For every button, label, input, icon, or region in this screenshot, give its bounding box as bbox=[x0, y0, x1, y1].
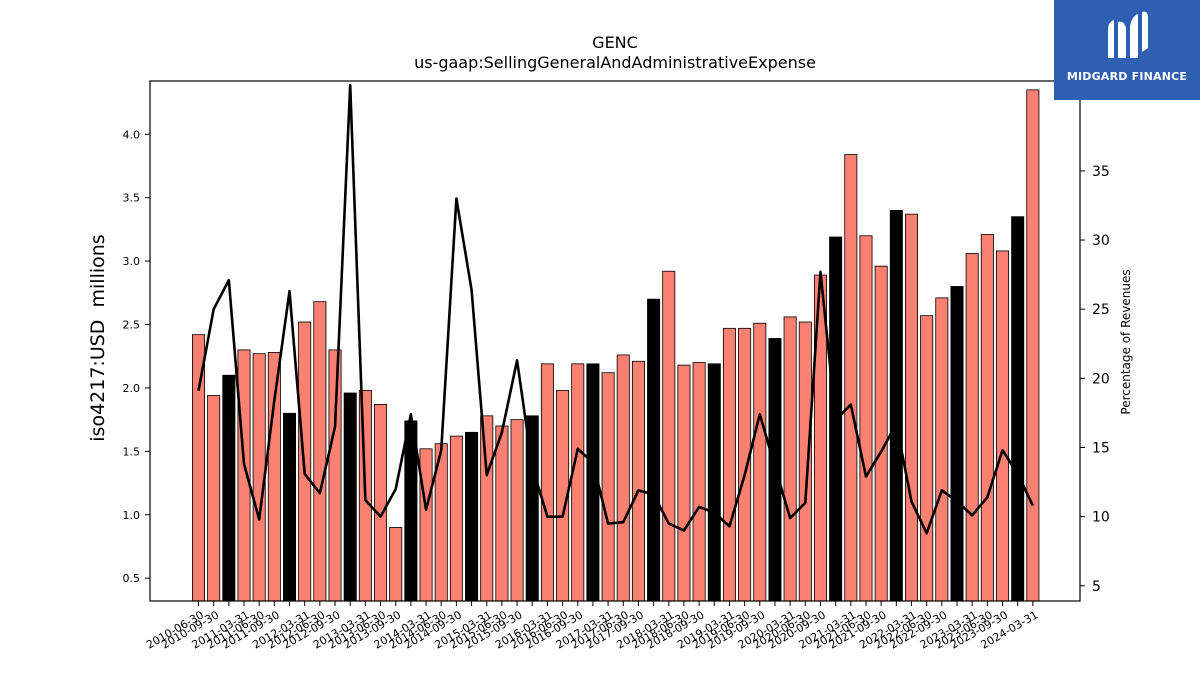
bar bbox=[222, 374, 236, 602]
bar bbox=[449, 435, 463, 602]
bar bbox=[783, 316, 797, 602]
y2-tick-label: 30 bbox=[1092, 233, 1110, 249]
y-axis-label: iso4217:USD millions bbox=[87, 234, 109, 441]
y-tick-label: 2.0 bbox=[123, 382, 141, 395]
y-tick-label: 2.5 bbox=[123, 319, 141, 332]
plot-frame bbox=[149, 80, 1081, 602]
bar bbox=[753, 322, 767, 602]
y-axis: 0.5 1.0 1.5 2.0 2.5 3.0 3.5 4.0 bbox=[123, 128, 150, 585]
brand-name: MIDGARD FINANCE bbox=[1066, 70, 1188, 83]
bar bbox=[207, 395, 221, 602]
bar bbox=[540, 363, 554, 602]
bar bbox=[374, 404, 388, 602]
bar bbox=[510, 419, 524, 602]
midgard-logo-icon bbox=[1108, 11, 1148, 59]
brand-logo: MIDGARD FINANCE bbox=[1054, 0, 1200, 100]
y-tick-label: 1.5 bbox=[123, 445, 141, 458]
bar bbox=[707, 363, 721, 602]
bar bbox=[601, 372, 615, 602]
bar bbox=[1026, 89, 1040, 602]
bar bbox=[980, 234, 994, 602]
bar bbox=[965, 253, 979, 602]
y2-axis: 5 10 15 20 25 30 35 bbox=[1080, 164, 1110, 595]
y2-tick-label: 20 bbox=[1092, 371, 1110, 387]
y2-tick-label: 35 bbox=[1092, 164, 1110, 180]
y2-tick-label: 15 bbox=[1092, 440, 1110, 456]
y-tick-label: 3.0 bbox=[123, 255, 141, 268]
bar bbox=[480, 415, 494, 602]
bar bbox=[389, 527, 403, 602]
bar bbox=[904, 213, 918, 602]
percentage-line bbox=[197, 83, 1035, 535]
bar bbox=[328, 349, 342, 602]
bar bbox=[343, 392, 357, 602]
bar bbox=[920, 315, 934, 602]
bar bbox=[465, 431, 479, 602]
y2-tick-label: 5 bbox=[1092, 579, 1101, 595]
bar bbox=[1011, 216, 1025, 602]
bar bbox=[313, 301, 327, 602]
y2-tick-label: 25 bbox=[1092, 302, 1110, 318]
y-tick-label: 1.0 bbox=[123, 509, 141, 522]
bar bbox=[889, 209, 903, 602]
bar bbox=[662, 270, 676, 602]
bar bbox=[996, 250, 1010, 602]
bar bbox=[419, 448, 433, 602]
bar bbox=[616, 354, 630, 602]
bar bbox=[495, 425, 509, 602]
bar bbox=[798, 321, 812, 602]
bar bbox=[647, 298, 661, 602]
chart-subtitle: us-gaap:SellingGeneralAndAdministrativeE… bbox=[414, 53, 816, 72]
line-group bbox=[197, 83, 1035, 535]
bar bbox=[571, 363, 585, 602]
y-tick-label: 3.5 bbox=[123, 192, 141, 205]
bar bbox=[950, 286, 964, 602]
y2-axis-label: Percentage of Revenues bbox=[1119, 269, 1133, 414]
bar bbox=[844, 154, 858, 602]
y-tick-label: 4.0 bbox=[123, 128, 141, 141]
bar bbox=[874, 265, 888, 602]
bar bbox=[283, 412, 297, 602]
x-axis: 2010-06-302010-09-302011-03-312011-06-30… bbox=[144, 601, 1040, 652]
bar bbox=[677, 364, 691, 602]
y-tick-label: 0.5 bbox=[123, 572, 141, 585]
bars-group bbox=[191, 89, 1040, 602]
bar bbox=[935, 297, 949, 602]
bar bbox=[267, 352, 281, 602]
bar bbox=[738, 327, 752, 602]
bar bbox=[631, 360, 645, 602]
bar bbox=[722, 327, 736, 602]
bar bbox=[692, 362, 706, 602]
chart-title: GENC bbox=[592, 33, 638, 52]
y2-tick-label: 10 bbox=[1092, 510, 1110, 526]
bar bbox=[859, 235, 873, 602]
